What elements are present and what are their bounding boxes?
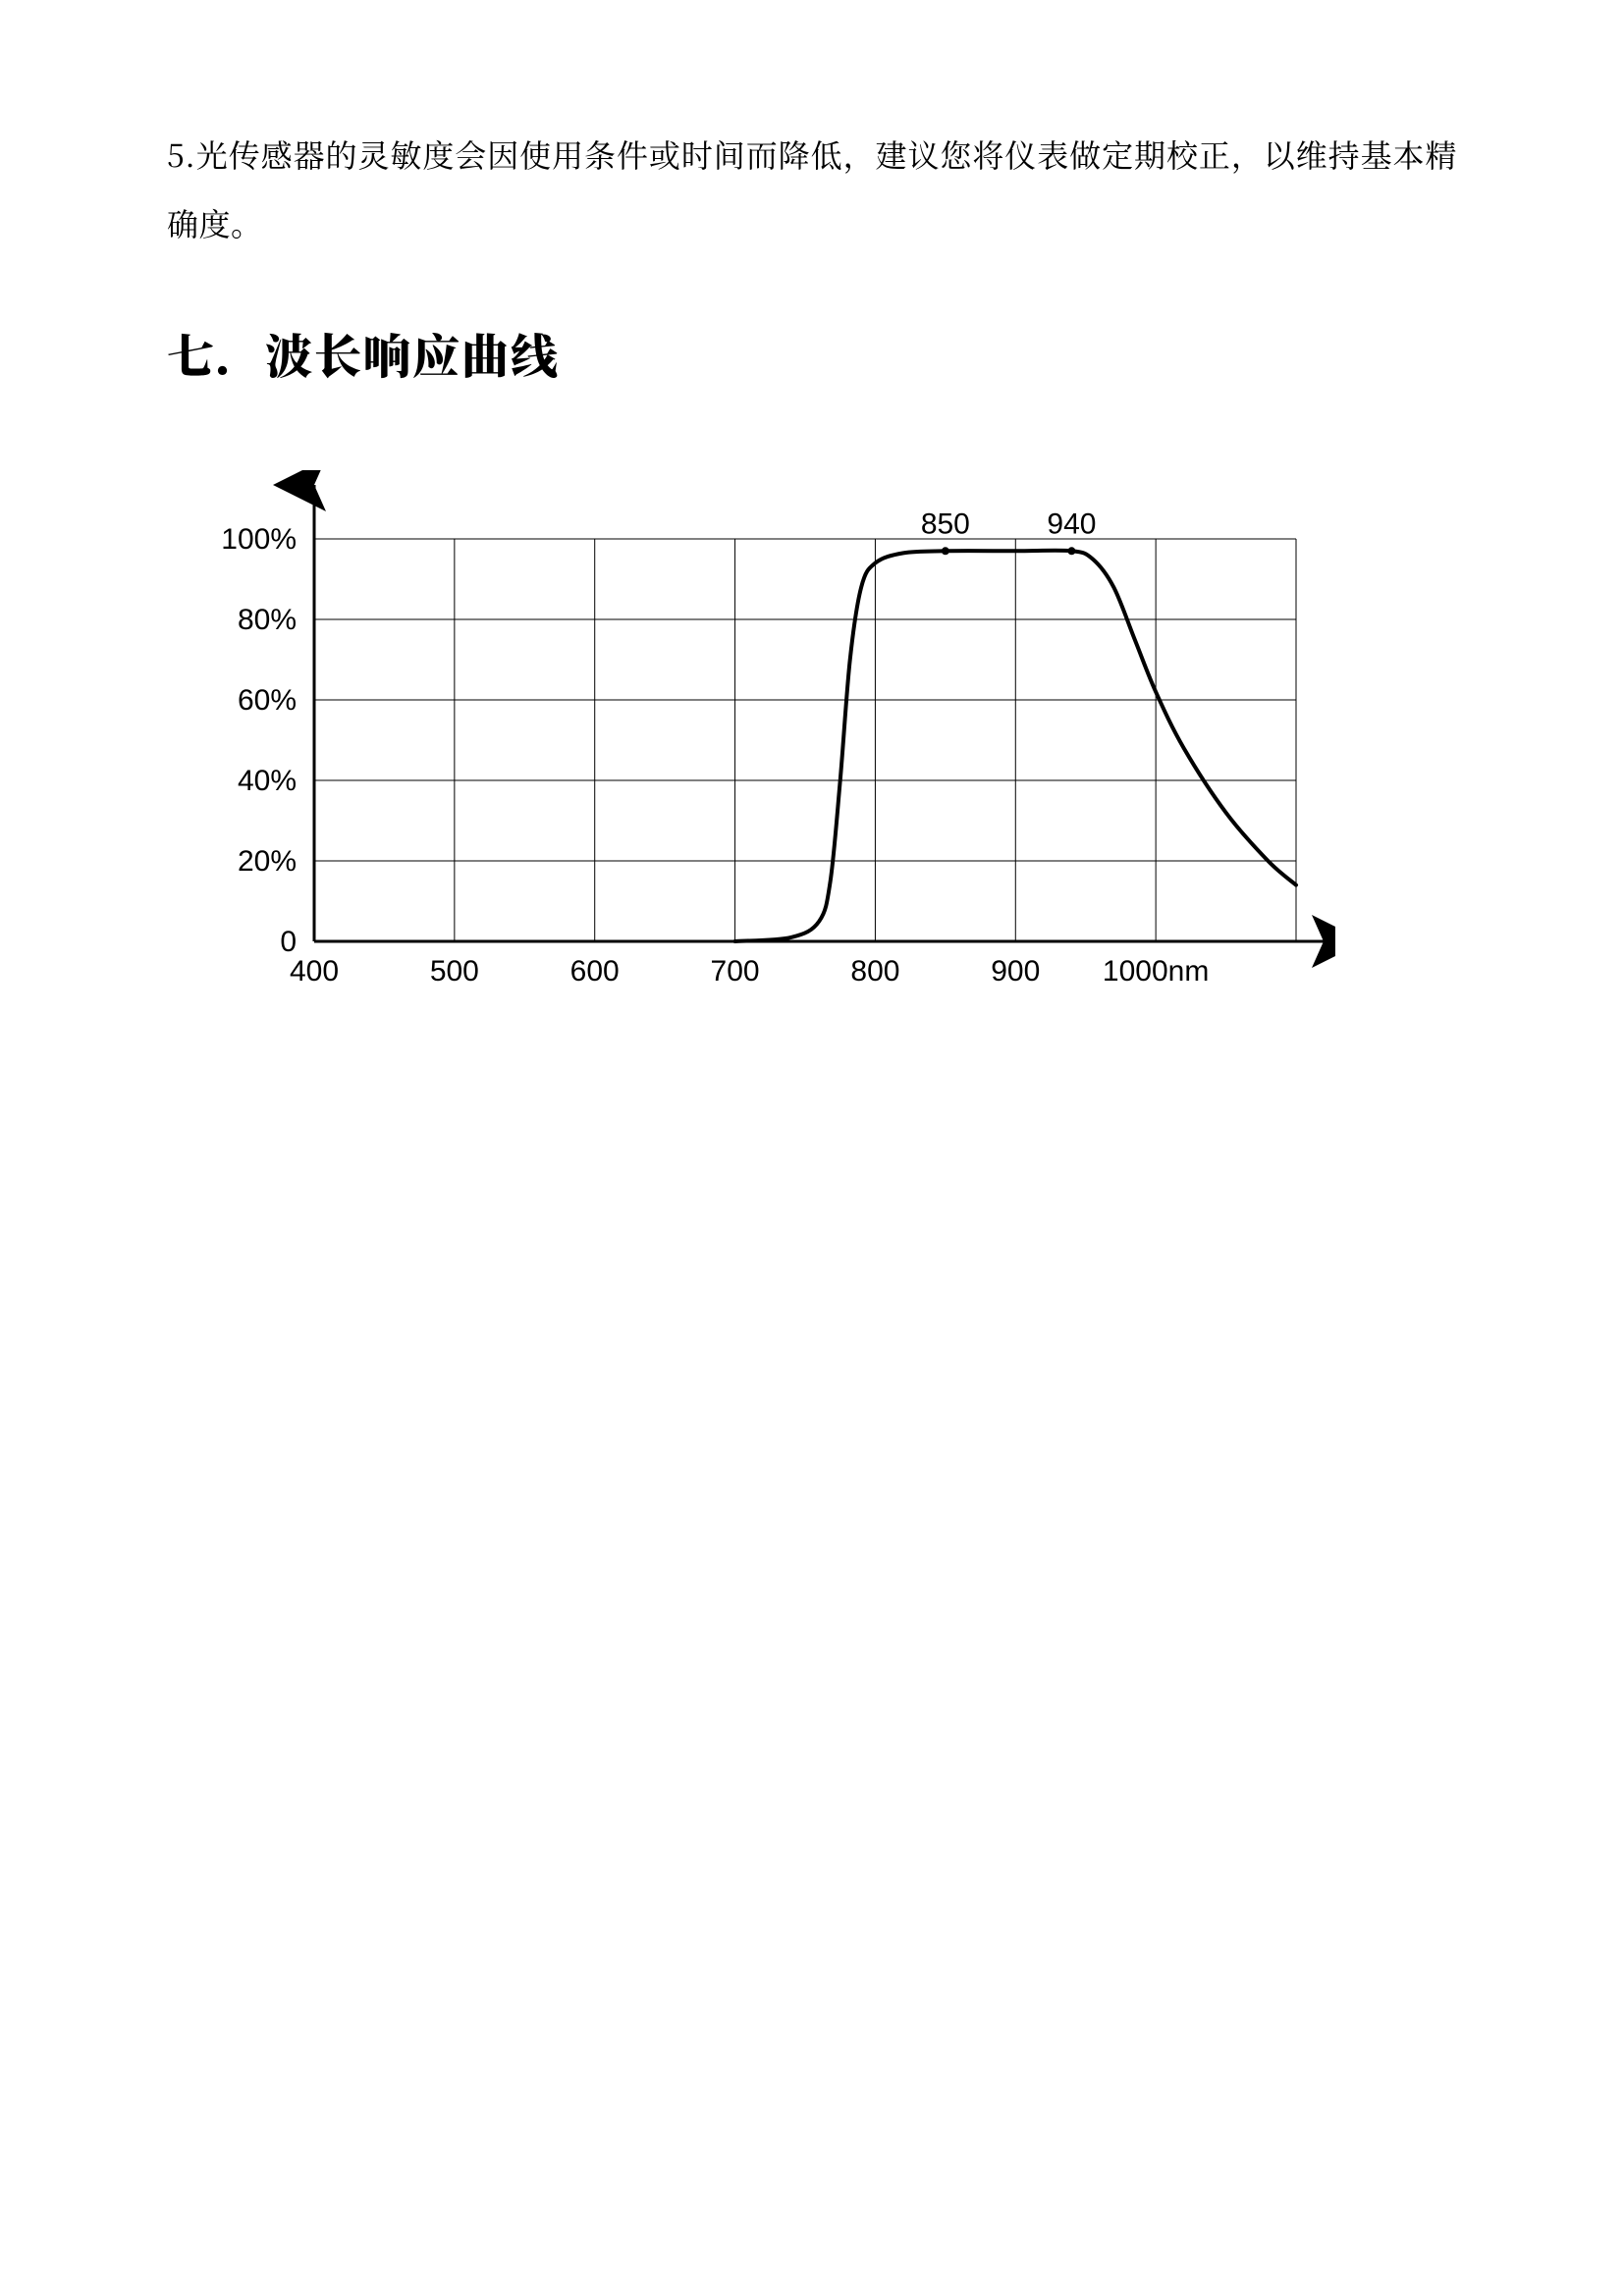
curve-callout-label: 850 [921, 507, 970, 540]
y-tick-label: 60% [238, 684, 297, 717]
curve-callout-dot [942, 547, 949, 555]
paragraph-item-5: 5.光传感器的灵敏度会因使用条件或时间而降低，建议您将仪表做定期校正，以维持基本… [167, 120, 1457, 258]
x-tick-label: 700 [711, 955, 760, 988]
x-tick-label: 400 [290, 955, 339, 988]
y-tick-label: 40% [238, 765, 297, 797]
x-tick-label: 1000nm [1103, 955, 1209, 988]
wavelength-response-chart: 400 500 600 700 800 900 1000nm 0 20% 40% 60% 80% 100… [187, 470, 1457, 1000]
y-tick-label: 100% [221, 523, 297, 556]
x-tick-label: 900 [991, 955, 1040, 988]
y-tick-label: 20% [238, 845, 297, 878]
chart-svg: 400 500 600 700 800 900 1000nm 0 20% 40% 60% 80% 100… [187, 470, 1335, 1000]
section-title-7: 七．波长响应曲线 [167, 319, 1457, 387]
x-tick-label: 600 [570, 955, 620, 988]
x-tick-label: 500 [430, 955, 479, 988]
y-tick-label: 80% [238, 604, 297, 636]
x-tick-label: 800 [850, 955, 899, 988]
curve-callout-label: 940 [1047, 507, 1096, 540]
document-page: 5.光传感器的灵敏度会因使用条件或时间而降低，建议您将仪表做定期校正，以维持基本… [0, 0, 1624, 2296]
curve-callout-dot [1067, 547, 1075, 555]
y-tick-label: 0 [280, 926, 297, 958]
